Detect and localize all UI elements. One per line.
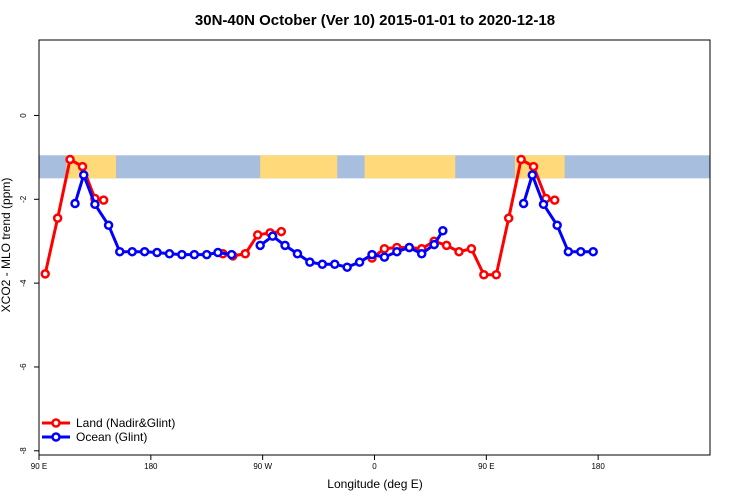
series-ocean	[70, 170, 598, 272]
map-land	[364, 155, 456, 179]
y-tick-label: -2	[19, 195, 28, 203]
data-point	[90, 199, 100, 210]
legend-ocean-label: Ocean (Glint)	[76, 430, 147, 444]
data-point	[516, 154, 526, 165]
data-point	[392, 246, 402, 257]
data-point	[367, 249, 377, 260]
x-tick-label: 90 W	[253, 462, 272, 471]
legend-land-label: Land (Nadir&Glint)	[76, 416, 175, 430]
data-point	[202, 249, 212, 260]
world-map-band	[39, 155, 710, 179]
y-axis: 0 -2 -4 -6 -8	[19, 113, 39, 455]
data-point	[139, 246, 150, 257]
data-point	[329, 259, 340, 270]
data-point	[438, 225, 448, 236]
data-point	[240, 249, 251, 259]
legend: Land (Nadir&Glint) Ocean (Glint)	[42, 416, 175, 444]
data-point	[98, 195, 109, 205]
y-tick-label: 0	[19, 113, 28, 118]
series-line	[259, 229, 445, 269]
series-line	[73, 173, 232, 257]
data-point	[479, 269, 489, 280]
data-point	[354, 257, 365, 267]
x-tick-label: 180	[144, 462, 158, 471]
map-land	[260, 155, 338, 179]
data-point	[78, 170, 89, 180]
data-point	[40, 269, 50, 279]
data-point	[527, 170, 538, 180]
data-point	[52, 213, 63, 223]
x-axis: 90 E 180 90 W 0 90 E 180	[31, 455, 605, 471]
x-tick-label: 0	[372, 462, 377, 471]
data-point	[538, 199, 549, 210]
series-layer	[40, 154, 598, 280]
chart-title: 30N-40N October (Ver 10) 2015-01-01 to 2…	[195, 12, 555, 29]
data-point	[379, 252, 390, 262]
data-point	[491, 269, 502, 280]
data-point	[255, 240, 265, 251]
legend-land-marker	[51, 418, 61, 428]
series-line	[522, 173, 594, 254]
series-line	[371, 157, 555, 277]
plot-frame	[38, 39, 711, 456]
data-point	[552, 220, 562, 231]
data-point	[441, 240, 452, 251]
data-point	[379, 244, 390, 254]
data-point	[466, 244, 477, 254]
data-point	[317, 259, 328, 270]
data-point	[189, 249, 200, 260]
x-tick-label: 180	[591, 462, 605, 471]
x-tick-label: 90 E	[31, 462, 47, 471]
y-axis-label: XCO2 - MLO trend (ppm)	[0, 178, 13, 313]
y-tick-label: -6	[19, 363, 28, 371]
data-point	[429, 239, 439, 250]
data-point	[164, 249, 175, 259]
data-point	[267, 231, 278, 241]
data-point	[549, 195, 560, 205]
data-point	[518, 198, 529, 209]
data-point	[588, 246, 598, 257]
data-point	[454, 246, 464, 257]
data-point	[77, 161, 88, 172]
legend-ocean-marker	[51, 432, 61, 442]
data-point	[226, 249, 237, 260]
data-point	[528, 161, 539, 172]
data-point	[152, 247, 162, 258]
data-point	[416, 249, 427, 259]
data-point	[404, 242, 415, 253]
data-point	[115, 246, 125, 257]
data-point	[280, 240, 290, 251]
data-point	[342, 262, 352, 272]
data-point	[177, 249, 187, 260]
y-tick-label: -8	[19, 447, 28, 455]
data-point	[252, 230, 263, 240]
data-point	[127, 246, 137, 257]
data-point	[563, 246, 574, 257]
data-point	[576, 246, 586, 257]
data-point	[103, 220, 114, 231]
data-point	[65, 154, 75, 165]
map-land	[514, 155, 565, 179]
x-tick-label: 90 E	[478, 462, 494, 471]
data-point	[213, 247, 223, 258]
data-point	[276, 226, 287, 237]
data-point	[292, 249, 303, 259]
data-point	[503, 213, 514, 223]
map-land	[66, 155, 117, 179]
data-point	[305, 257, 315, 267]
data-point	[70, 198, 80, 209]
x-axis-label: Longitude (deg E)	[327, 477, 422, 491]
y-tick-label: -4	[19, 279, 28, 287]
